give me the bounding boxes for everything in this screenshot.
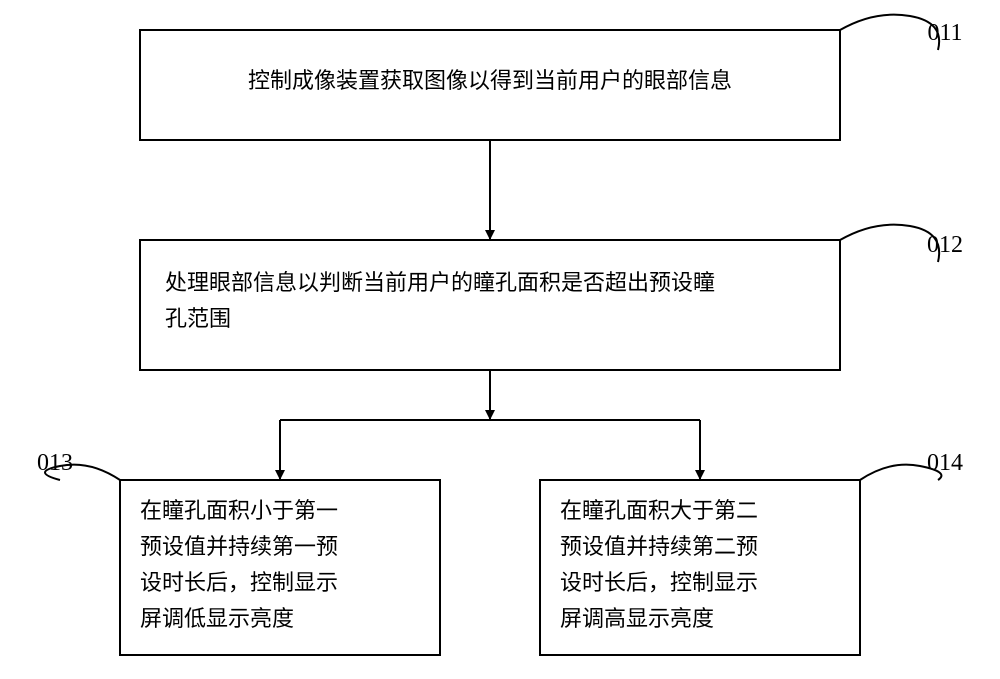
node-label-n011: 011 bbox=[927, 20, 962, 46]
node-label-n012: 012 bbox=[927, 232, 963, 258]
flowchart-canvas: 控制成像装置获取图像以得到当前用户的眼部信息处理眼部信息以判断当前用户的瞳孔面积… bbox=[0, 0, 1000, 679]
flow-node-text-n011: 控制成像装置获取图像以得到当前用户的眼部信息 bbox=[248, 68, 732, 93]
node-label-n014: 014 bbox=[927, 450, 963, 476]
flow-node-n012 bbox=[140, 240, 840, 370]
node-label-n013: 013 bbox=[37, 450, 73, 476]
leader-n012 bbox=[840, 225, 939, 262]
nodes-layer: 控制成像装置获取图像以得到当前用户的眼部信息处理眼部信息以判断当前用户的瞳孔面积… bbox=[120, 30, 860, 655]
leader-n011 bbox=[840, 15, 939, 50]
